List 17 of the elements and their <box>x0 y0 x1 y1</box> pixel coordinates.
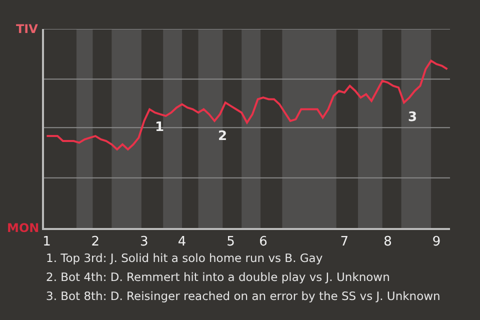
text: 2. Bot 4th: D. Remmert hit into a double play vs J. Unknown <box>46 270 390 284</box>
x-tick-label: 2 <box>91 234 100 250</box>
x-tick-label: 8 <box>384 234 392 250</box>
x-tick-label: 6 <box>259 234 268 250</box>
x-tick-label: 5 <box>226 234 235 250</box>
x-tick-label: 9 <box>432 234 441 250</box>
annotation: 2 <box>218 129 228 144</box>
annotation: 3 <box>408 110 418 125</box>
x-tick-label: 3 <box>140 234 148 250</box>
annotation: 1 <box>155 120 164 135</box>
text: 3. Bot 8th: D. Reisinger reached on an error by the SS vs J. Unknown <box>46 289 440 303</box>
text: 1. Top 3rd: J. Solid hit a solo home run vs B. Gay <box>46 251 323 265</box>
x-tick-label: 7 <box>340 234 349 250</box>
x-tick-label: 4 <box>178 234 186 250</box>
text: MON <box>7 221 40 235</box>
x-tick-label: 1 <box>42 234 51 250</box>
text: TIV <box>16 22 39 36</box>
